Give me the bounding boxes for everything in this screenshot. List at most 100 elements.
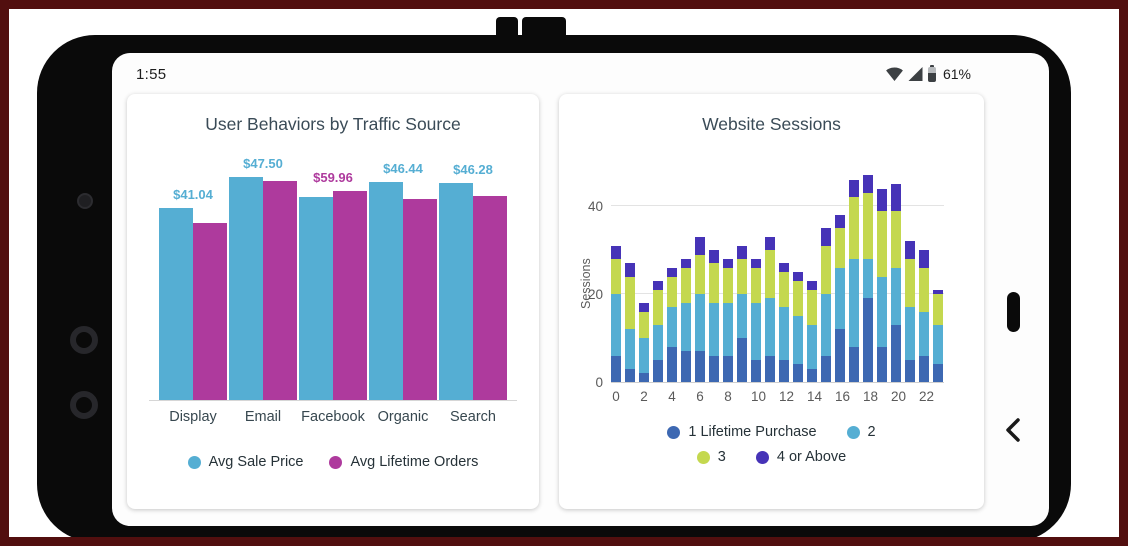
stack-segment xyxy=(793,364,803,382)
stack-segment xyxy=(667,307,677,347)
stacked-bar[interactable] xyxy=(653,280,663,382)
stacked-bar[interactable] xyxy=(667,267,677,382)
stack-segment xyxy=(723,355,733,382)
stacked-bar[interactable] xyxy=(709,250,719,382)
chart-bar[interactable] xyxy=(333,190,367,400)
bar-group: $46.44 xyxy=(369,161,437,400)
stacked-bar[interactable] xyxy=(695,236,705,382)
stack-segment xyxy=(765,355,775,382)
bar-group: $46.28 xyxy=(439,162,507,400)
stack-segment xyxy=(709,263,719,303)
x-tick-label: 4 xyxy=(668,389,676,404)
stack-segment xyxy=(653,289,663,325)
x-tick-label xyxy=(737,389,747,404)
stack-segment xyxy=(821,245,831,295)
legend-row: 1 Lifetime Purchase 2 xyxy=(559,424,984,440)
stacked-bar[interactable] xyxy=(611,245,621,382)
chart-bar[interactable] xyxy=(229,177,263,400)
stack-segment xyxy=(765,250,775,299)
y-tick-label: 20 xyxy=(587,287,603,303)
chart-bar[interactable] xyxy=(473,195,507,400)
stacked-bar[interactable] xyxy=(681,258,691,382)
sessions-chart-legend: 1 Lifetime Purchase 2 3 4 or Above xyxy=(559,424,984,465)
phone-screen: 1:55 61% User Behaviors by Traffic Sourc… xyxy=(112,53,1049,526)
stacked-bar[interactable] xyxy=(625,263,635,382)
stack-segment xyxy=(835,214,845,229)
chart-bar[interactable] xyxy=(263,180,297,400)
chart-bar[interactable] xyxy=(369,182,403,400)
legend-item[interactable]: 3 xyxy=(696,449,726,465)
legend-dot-icon xyxy=(846,425,860,439)
stack-segment xyxy=(891,324,901,382)
stacked-bar[interactable] xyxy=(891,184,901,382)
bar-group: $59.96 xyxy=(299,169,367,400)
bar-value-label: $46.28 xyxy=(453,162,493,178)
home-pill[interactable] xyxy=(1007,292,1020,332)
stack-segment xyxy=(807,280,817,290)
speaker-ring xyxy=(70,326,98,354)
legend-item[interactable]: 1 Lifetime Purchase xyxy=(667,424,817,440)
back-button[interactable] xyxy=(1003,417,1025,443)
legend-dot-icon xyxy=(329,455,343,469)
stack-segment xyxy=(709,250,719,264)
stack-segment xyxy=(821,228,831,246)
chart-bar[interactable] xyxy=(439,183,473,400)
stacked-bar[interactable] xyxy=(905,241,915,382)
stacked-bar[interactable] xyxy=(835,214,845,382)
stacked-bar[interactable] xyxy=(933,289,943,382)
traffic-chart-title: User Behaviors by Traffic Source xyxy=(205,114,461,134)
stacked-bar[interactable] xyxy=(919,250,929,382)
legend-label: Avg Lifetime Orders xyxy=(350,454,479,470)
stacked-bar[interactable] xyxy=(863,175,873,382)
stack-segment xyxy=(821,294,831,356)
stack-segment xyxy=(695,351,705,382)
stack-segment xyxy=(793,280,803,317)
legend-item[interactable]: 2 xyxy=(846,424,876,440)
stack-segment xyxy=(751,302,761,361)
stack-segment xyxy=(891,210,901,268)
stack-segment xyxy=(835,267,845,330)
stack-segment xyxy=(695,294,705,352)
stacked-bar[interactable] xyxy=(793,272,803,382)
stacked-bar[interactable] xyxy=(639,302,649,382)
legend-item[interactable]: Avg Sale Price xyxy=(187,454,303,470)
stack-segment xyxy=(877,210,887,277)
stacked-bar[interactable] xyxy=(751,258,761,382)
stacked-bar[interactable] xyxy=(737,245,747,382)
back-chevron-icon xyxy=(1003,418,1025,447)
stacked-bar[interactable] xyxy=(877,188,887,382)
stack-segment xyxy=(765,298,775,356)
stack-segment xyxy=(877,276,887,347)
legend-label: 2 xyxy=(867,424,876,440)
bar-value-label: $46.44 xyxy=(383,161,423,177)
stacked-bar[interactable] xyxy=(807,280,817,382)
chart-bar[interactable] xyxy=(403,199,437,400)
stack-segment xyxy=(933,324,943,365)
stacked-bar[interactable] xyxy=(849,179,859,382)
x-tick-label xyxy=(877,389,887,404)
x-tick-label: 16 xyxy=(835,389,851,404)
stacked-bar[interactable] xyxy=(779,263,789,382)
stack-segment xyxy=(835,329,845,382)
chart-bar[interactable] xyxy=(159,207,193,400)
x-tick-label: 12 xyxy=(779,389,795,404)
x-tick-label: 14 xyxy=(807,389,823,404)
stack-segment xyxy=(681,302,691,352)
stack-segment xyxy=(723,258,733,268)
x-tick-label: 8 xyxy=(724,389,732,404)
legend-item[interactable]: Avg Lifetime Orders xyxy=(329,454,478,470)
chart-bar[interactable] xyxy=(193,223,227,400)
chart-bar[interactable] xyxy=(299,197,333,400)
stack-segment xyxy=(611,258,621,295)
stacked-bar[interactable] xyxy=(723,258,733,382)
bar-group: $47.50 xyxy=(229,156,297,400)
stack-segment xyxy=(779,307,789,361)
stack-segment xyxy=(793,316,803,365)
legend-item[interactable]: 4 or Above xyxy=(755,449,846,465)
stacked-bar[interactable] xyxy=(821,228,831,382)
stack-segment xyxy=(779,272,789,308)
power-button xyxy=(496,17,518,39)
battery-icon xyxy=(927,64,936,82)
stacked-bar[interactable] xyxy=(765,236,775,382)
